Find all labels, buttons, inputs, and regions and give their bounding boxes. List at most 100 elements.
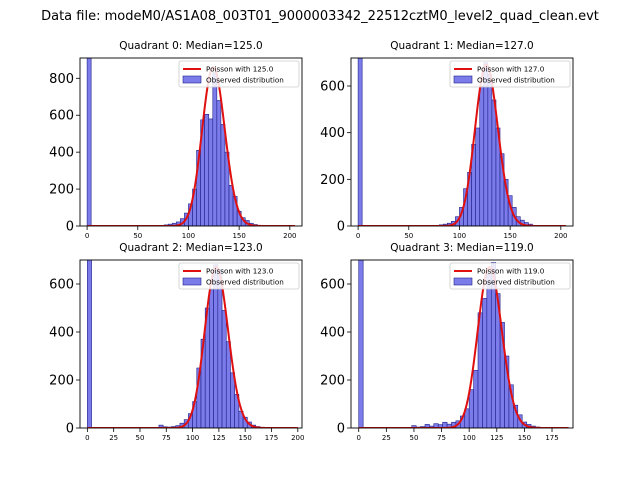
legend: Poisson with 125.0 Observed distribution <box>178 60 300 88</box>
legend-label-observed: Observed distribution <box>477 76 555 85</box>
x-tick-label: 0 <box>85 232 89 240</box>
legend-label-poisson: Poisson with 123.0 <box>206 267 274 276</box>
x-tick-label: 100 <box>186 434 199 442</box>
y-tick-label: 400 <box>320 326 345 341</box>
y-tick-label: 600 <box>49 278 74 293</box>
y-tick-label: 400 <box>49 146 74 161</box>
histogram-bar <box>212 72 218 226</box>
legend: Poisson with 119.0 Observed distribution <box>449 262 571 290</box>
figure-suptitle: Data file: modeM0/AS1A08_003T01_90000033… <box>41 9 599 24</box>
histogram-bar <box>217 269 223 428</box>
histogram-bar <box>216 100 222 226</box>
axes-frame <box>350 259 574 429</box>
poisson-curve <box>358 64 566 226</box>
x-tick-label: 150 <box>518 434 531 442</box>
x-tick-label: 150 <box>232 232 245 240</box>
legend: Poisson with 123.0 Observed distribution <box>178 262 300 290</box>
legend-box <box>449 262 571 290</box>
x-tick-label: 0 <box>356 232 360 240</box>
panel-quadrant-2: Quadrant 2: Median=123.0 0 200 400 600 0 25 50… <box>49 242 304 442</box>
x-tick-label: 150 <box>238 434 251 442</box>
y-tick-label: 0 <box>66 220 74 235</box>
legend-box <box>178 60 300 88</box>
x-tick-label: 25 <box>382 434 391 442</box>
x-tick-label: 100 <box>453 232 466 240</box>
poisson-curve <box>358 266 569 428</box>
y-tick-label: 800 <box>49 72 74 87</box>
legend-patch-icon <box>182 75 202 84</box>
histogram-bar-zero <box>358 260 364 428</box>
x-tick-label: 200 <box>291 434 304 442</box>
histogram-bar <box>220 124 226 226</box>
panel-title: Quadrant 3: Median=119.0 <box>390 242 533 254</box>
x-tick-label: 125 <box>490 434 503 442</box>
axes-frame <box>79 57 303 227</box>
histogram-bar-zero <box>86 58 92 226</box>
histogram-bar <box>473 370 479 428</box>
x-tick-label: 100 <box>462 434 475 442</box>
y-tick-label: 0 <box>337 220 345 235</box>
histogram-bar <box>225 341 231 428</box>
histogram-bar <box>208 118 214 226</box>
x-tick-label: 25 <box>109 434 118 442</box>
legend-box <box>449 60 571 88</box>
legend-label-poisson: Poisson with 125.0 <box>206 65 274 74</box>
y-tick-label: 400 <box>320 126 345 141</box>
histogram-bar <box>482 298 488 428</box>
histogram-bar <box>491 99 497 226</box>
legend-label-poisson: Poisson with 119.0 <box>477 267 545 276</box>
histogram-bar <box>221 310 227 428</box>
legend-patch-icon <box>453 277 473 286</box>
histogram-bar <box>486 274 492 428</box>
x-tick-label: 0 <box>356 434 360 442</box>
panel-quadrant-1: Quadrant 1: Median=127.0 0 200 400 600 0 50 10… <box>320 40 574 240</box>
x-tick-label: 50 <box>133 232 142 240</box>
y-tick-label: 200 <box>49 183 74 198</box>
y-tick-label: 0 <box>337 422 345 437</box>
x-tick-label: 75 <box>437 434 446 442</box>
x-tick-label: 50 <box>136 434 145 442</box>
legend-label-observed: Observed distribution <box>206 76 284 85</box>
panel-title: Quadrant 2: Median=123.0 <box>119 242 262 254</box>
x-tick-label: 75 <box>162 434 171 442</box>
legend-patch-icon <box>182 277 202 286</box>
y-tick-label: 200 <box>49 374 74 389</box>
legend: Poisson with 127.0 Observed distribution <box>449 60 571 88</box>
x-tick-label: 200 <box>554 232 567 240</box>
x-tick-label: 0 <box>85 434 89 442</box>
histogram-bar <box>228 185 234 226</box>
histogram-bar <box>204 114 210 226</box>
x-tick-label: 100 <box>182 232 195 240</box>
x-tick-label: 150 <box>503 232 516 240</box>
panel-quadrant-0: Quadrant 0: Median=125.0 0 200 400 600 800 0 5… <box>49 40 303 240</box>
y-tick-label: 600 <box>320 278 345 293</box>
y-tick-label: 200 <box>320 173 345 188</box>
panel-title: Quadrant 1: Median=127.0 <box>390 40 533 52</box>
x-tick-label: 50 <box>409 434 418 442</box>
axes-frame <box>79 259 303 429</box>
histogram-bar <box>487 74 493 226</box>
histogram-bar-zero <box>357 58 363 226</box>
legend-label-poisson: Poisson with 127.0 <box>477 65 545 74</box>
histogram-bar-zero <box>87 260 92 428</box>
histogram-bar <box>475 127 481 226</box>
x-tick-label: 175 <box>265 434 278 442</box>
histogram-bar <box>479 85 485 226</box>
legend-label-observed: Observed distribution <box>477 278 555 287</box>
panel-title: Quadrant 0: Median=125.0 <box>119 40 262 52</box>
legend-patch-icon <box>453 75 473 84</box>
x-tick-label: 200 <box>283 232 296 240</box>
poisson-curve <box>87 66 295 226</box>
legend-box <box>178 262 300 290</box>
x-tick-label: 175 <box>545 434 558 442</box>
y-tick-label: 600 <box>320 80 345 95</box>
x-tick-label: 125 <box>212 434 225 442</box>
y-tick-label: 600 <box>49 109 74 124</box>
histogram-bar <box>468 389 474 428</box>
y-tick-label: 200 <box>320 374 345 389</box>
y-tick-label: 400 <box>49 326 74 341</box>
y-tick-label: 0 <box>66 422 74 437</box>
legend-label-observed: Observed distribution <box>206 278 284 287</box>
histogram-bar <box>209 288 214 428</box>
